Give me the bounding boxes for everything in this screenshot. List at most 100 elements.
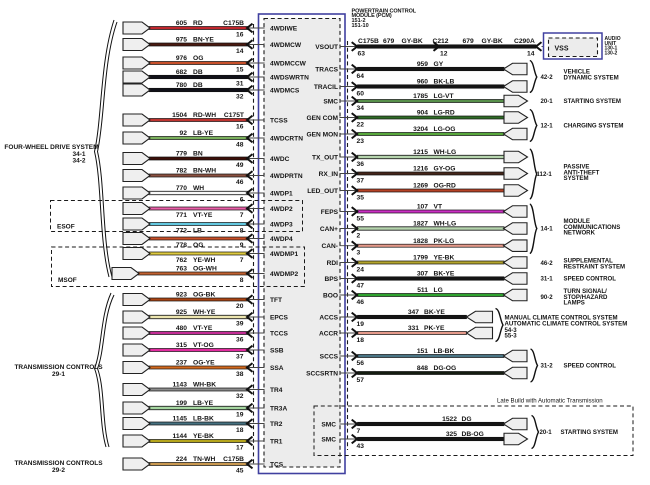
svg-text:CAN+: CAN+ <box>320 226 338 233</box>
svg-text:SMC: SMC <box>321 421 336 428</box>
svg-text:SPEED CONTROL: SPEED CONTROL <box>564 276 617 283</box>
svg-text:4WDMCW: 4WDMCW <box>270 42 302 49</box>
svg-text:4WDC: 4WDC <box>270 156 290 163</box>
svg-text:C175B: C175B <box>223 20 244 27</box>
svg-text:LB-BK: LB-BK <box>193 416 214 423</box>
svg-text:1216: 1216 <box>413 166 428 173</box>
svg-text:AUTOMATIC CLIMATE CONTROL SYST: AUTOMATIC CLIMATE CONTROL SYSTEM <box>505 321 628 328</box>
svg-text:FOUR-WHEEL DRIVE SYSTEM: FOUR-WHEEL DRIVE SYSTEM <box>4 144 98 151</box>
svg-text:4WDSWRTN: 4WDSWRTN <box>270 74 309 81</box>
svg-text:43: 43 <box>357 443 365 450</box>
svg-text:14-1: 14-1 <box>541 226 554 233</box>
svg-text:ANTI-THEFT: ANTI-THEFT <box>564 169 600 176</box>
svg-text:SSA: SSA <box>270 365 284 372</box>
svg-text:511: 511 <box>417 287 428 294</box>
svg-text:OG-YE: OG-YE <box>193 360 215 367</box>
svg-text:976: 976 <box>176 55 187 62</box>
svg-text:LB: LB <box>193 227 202 234</box>
svg-text:1145: 1145 <box>172 416 187 423</box>
svg-text:LG-OG: LG-OG <box>434 126 456 133</box>
svg-text:GY-OG: GY-OG <box>434 166 456 173</box>
svg-text:SCCSRTN: SCCSRTN <box>306 370 338 377</box>
svg-text:325: 325 <box>446 431 457 438</box>
svg-text:BK-YE: BK-YE <box>424 309 445 316</box>
svg-text:224: 224 <box>176 456 187 463</box>
svg-text:CHARGING SYSTEM: CHARGING SYSTEM <box>564 123 624 130</box>
svg-text:12: 12 <box>440 51 448 58</box>
svg-text:LG-VT: LG-VT <box>434 93 455 100</box>
svg-text:C290A: C290A <box>514 38 535 45</box>
svg-text:8: 8 <box>240 228 244 235</box>
svg-text:C212: C212 <box>433 38 449 45</box>
svg-text:OG-RD: OG-RD <box>434 183 456 190</box>
svg-text:TCSS: TCSS <box>270 117 288 124</box>
svg-text:9: 9 <box>240 242 244 249</box>
svg-text:WH-LG: WH-LG <box>434 221 457 228</box>
svg-text:DB: DB <box>193 69 203 76</box>
svg-text:92: 92 <box>180 130 188 137</box>
svg-text:32: 32 <box>236 94 244 101</box>
svg-text:4WDPRTN: 4WDPRTN <box>270 173 303 180</box>
svg-text:DG: DG <box>462 416 472 423</box>
svg-text:1522: 1522 <box>442 416 457 423</box>
svg-text:1799: 1799 <box>413 255 428 262</box>
svg-text:TN-WH: TN-WH <box>193 456 215 463</box>
svg-text:SPEED CONTROL: SPEED CONTROL <box>564 363 617 370</box>
svg-text:POWERTRAIN CONTROL: POWERTRAIN CONTROL <box>352 8 417 14</box>
svg-text:MODULE (PCM): MODULE (PCM) <box>352 13 392 19</box>
svg-text:SMC: SMC <box>323 98 338 105</box>
svg-text:37: 37 <box>357 178 365 185</box>
svg-text:56: 56 <box>357 360 365 367</box>
svg-text:RDI: RDI <box>327 260 339 267</box>
svg-text:GY: GY <box>434 61 444 68</box>
svg-text:331: 331 <box>408 325 419 332</box>
svg-text:32: 32 <box>236 393 244 400</box>
svg-text:1827: 1827 <box>413 221 428 228</box>
svg-text:VSS: VSS <box>555 46 569 53</box>
svg-text:WH-LG: WH-LG <box>434 149 457 156</box>
svg-text:7: 7 <box>240 257 244 264</box>
svg-text:BN: BN <box>193 151 203 158</box>
svg-text:DG-OG: DG-OG <box>434 365 457 372</box>
svg-text:ACCR: ACCR <box>319 330 338 337</box>
svg-text:TURN SIGNAL/: TURN SIGNAL/ <box>564 288 608 295</box>
svg-text:46: 46 <box>236 179 244 186</box>
svg-text:6: 6 <box>240 197 244 204</box>
svg-text:315: 315 <box>176 342 187 349</box>
svg-text:151: 151 <box>417 348 428 355</box>
svg-text:SYSTEM: SYSTEM <box>564 175 589 182</box>
svg-text:45: 45 <box>236 468 244 475</box>
svg-text:1144: 1144 <box>172 433 187 440</box>
svg-text:4WDP3: 4WDP3 <box>270 221 293 228</box>
svg-text:679: 679 <box>383 38 394 45</box>
svg-text:55: 55 <box>357 216 365 223</box>
svg-text:780: 780 <box>176 82 187 89</box>
svg-text:BOO: BOO <box>323 292 338 299</box>
svg-text:7: 7 <box>357 428 361 435</box>
svg-text:23: 23 <box>357 138 365 145</box>
svg-text:36: 36 <box>236 337 244 344</box>
svg-text:54-3: 54-3 <box>505 327 518 334</box>
svg-text:RD: RD <box>193 20 203 27</box>
svg-text:19: 19 <box>236 412 244 419</box>
svg-text:TRACIL: TRACIL <box>314 84 338 91</box>
svg-text:772: 772 <box>176 227 187 234</box>
svg-text:GEN COM: GEN COM <box>306 115 338 122</box>
svg-text:WH: WH <box>193 185 204 192</box>
svg-text:55-3: 55-3 <box>505 333 518 340</box>
svg-text:OG-WH: OG-WH <box>193 266 217 273</box>
svg-text:VEHICLE: VEHICLE <box>564 69 590 76</box>
svg-text:130-2: 130-2 <box>605 50 618 56</box>
svg-text:SMC: SMC <box>321 436 336 443</box>
svg-text:TRACS: TRACS <box>315 66 338 73</box>
svg-text:VT: VT <box>434 204 443 211</box>
svg-text:UNIT: UNIT <box>605 41 617 47</box>
svg-text:31: 31 <box>236 81 244 88</box>
svg-text:YE-BK: YE-BK <box>193 433 214 440</box>
svg-text:37: 37 <box>236 354 244 361</box>
svg-text:1215: 1215 <box>413 149 428 156</box>
svg-text:SSB: SSB <box>270 347 284 354</box>
svg-text:PK-LG: PK-LG <box>434 238 455 245</box>
svg-text:151-2: 151-2 <box>352 18 366 24</box>
svg-text:34-1: 34-1 <box>72 151 85 158</box>
